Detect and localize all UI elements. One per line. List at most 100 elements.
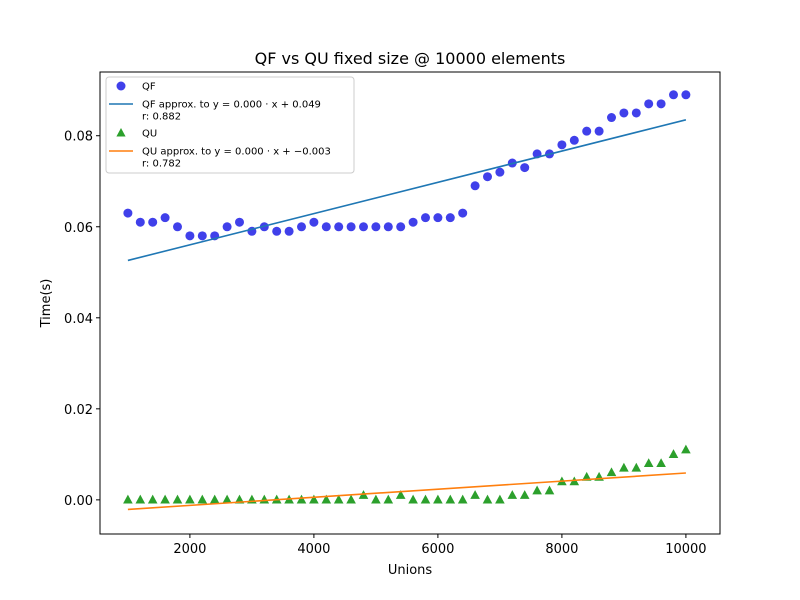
qf-point	[197, 231, 207, 241]
qf-point	[235, 217, 244, 227]
qu-point	[147, 494, 158, 504]
qf-point	[173, 222, 182, 232]
qu-point	[420, 494, 431, 504]
qf-point	[309, 217, 319, 227]
qf-point	[148, 217, 158, 227]
qu-point	[681, 444, 691, 454]
legend-label: QF	[142, 82, 156, 93]
qu-point	[172, 494, 183, 504]
qu-point	[309, 494, 319, 504]
legend-qu-marker	[116, 128, 126, 137]
qf-point	[445, 213, 455, 223]
qf-point	[458, 208, 468, 218]
qu-point	[123, 494, 133, 504]
y-tick-label: 0.00	[64, 494, 93, 509]
qu-point	[371, 494, 381, 504]
y-tick-label: 0.04	[64, 312, 93, 327]
qf-point	[334, 222, 344, 232]
y-axis-label: Time(s)	[39, 279, 54, 329]
qf-point	[421, 213, 430, 223]
legend-r-label: r: 0.882	[142, 112, 181, 123]
qu-point	[643, 458, 654, 468]
qu-point	[532, 485, 542, 495]
qf-point	[656, 99, 666, 109]
qu-point	[395, 490, 406, 499]
y-axis: 0.00 0.02 0.04 0.06 0.08	[64, 130, 100, 509]
qu-point	[619, 462, 629, 472]
qu-point	[482, 494, 493, 504]
x-axis-label: Unions	[388, 563, 433, 578]
x-tick-label: 6000	[421, 542, 454, 557]
axes-frame	[99, 71, 721, 535]
x-tick-label: 8000	[545, 542, 578, 557]
qf-point	[408, 217, 418, 227]
x-axis: 2000 4000 6000 8000 10000	[173, 534, 707, 557]
qf-point	[483, 172, 492, 182]
legend-label: QU	[142, 129, 157, 140]
qu-point	[135, 494, 146, 504]
qf-point	[123, 208, 133, 218]
qf-point	[284, 226, 294, 236]
qf-point	[631, 108, 641, 118]
qu-point	[259, 494, 270, 504]
qu-point	[631, 462, 642, 472]
chart-title: QF vs QU fixed size @ 10000 elements	[255, 49, 566, 68]
qu-point	[346, 494, 356, 504]
x-tick-label: 2000	[173, 542, 206, 557]
series-qf	[123, 90, 691, 241]
x-tick-label: 4000	[297, 542, 330, 557]
qf-point	[383, 222, 393, 232]
qf-point	[272, 226, 282, 236]
qu-point	[495, 494, 505, 504]
qu-point	[197, 494, 208, 504]
qf-point	[359, 222, 368, 232]
qf-point	[160, 213, 170, 223]
qf-point	[321, 222, 331, 232]
qu-point	[656, 458, 666, 468]
series-qu	[123, 444, 691, 504]
qu-point	[581, 471, 592, 481]
qu-point	[519, 490, 530, 499]
qu-point	[445, 494, 456, 504]
qu-point	[433, 494, 443, 504]
qf-point	[396, 222, 406, 232]
x-tick-label: 10000	[665, 542, 706, 557]
qf-point	[346, 222, 356, 232]
qf-point	[644, 99, 654, 109]
qf-point	[594, 126, 604, 136]
qu-point	[185, 494, 195, 504]
qf-point	[297, 222, 306, 232]
y-tick-label: 0.02	[64, 403, 93, 418]
qu-point	[160, 494, 170, 504]
qu-point	[321, 494, 332, 504]
qf-point	[607, 113, 616, 123]
qu-point	[222, 494, 232, 504]
qf-point	[569, 135, 579, 145]
legend-box	[105, 76, 355, 174]
y-tick-label: 0.06	[64, 221, 93, 236]
qf-point	[371, 222, 381, 232]
qu-point	[209, 494, 220, 504]
qf-fit-line	[127, 119, 687, 262]
legend-r-label: r: 0.782	[142, 159, 181, 170]
qf-point	[185, 231, 195, 241]
qu-point	[606, 467, 617, 477]
qu-point	[544, 485, 555, 495]
qu-point	[333, 494, 344, 504]
qf-point	[582, 126, 592, 136]
qf-point	[520, 163, 530, 173]
qu-fit-line	[127, 472, 686, 511]
qf-point	[681, 90, 691, 100]
plot-area	[123, 90, 691, 511]
qf-point	[557, 140, 567, 150]
qf-point	[433, 213, 443, 223]
qf-point	[135, 217, 145, 227]
legend-qf-marker	[116, 81, 126, 91]
qu-point	[470, 490, 480, 499]
qu-point	[296, 494, 307, 504]
qu-point	[668, 449, 679, 458]
qf-point	[669, 90, 678, 100]
